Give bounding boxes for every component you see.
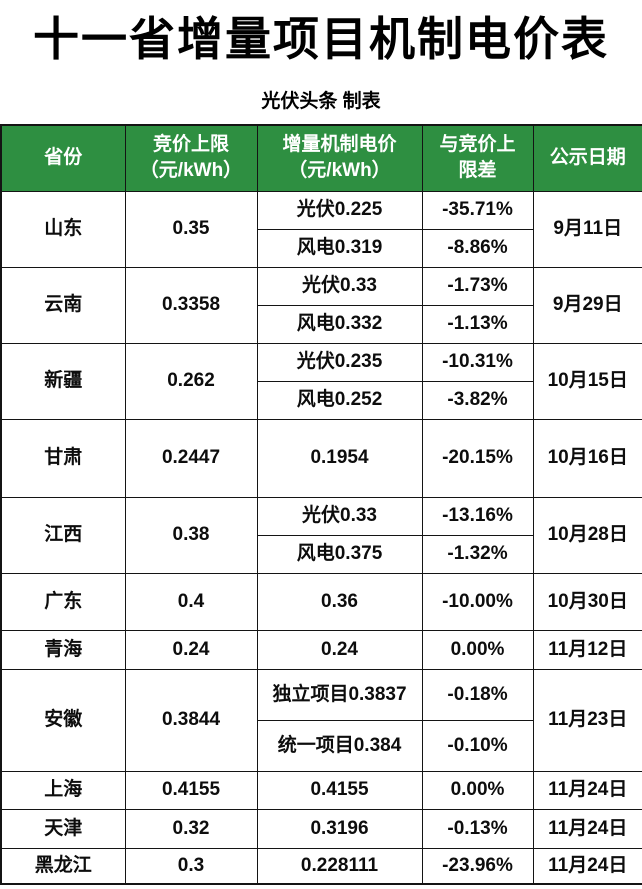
date-cell: 10月15日 [532, 342, 642, 420]
diff-cell: -3.82% [421, 380, 534, 420]
diff-cell: -20.15% [421, 418, 534, 498]
diff-cell: -0.10% [421, 719, 534, 772]
province-cell: 江西 [0, 496, 126, 574]
province-cell: 天津 [0, 808, 126, 849]
diff-cell: -1.73% [421, 266, 534, 306]
date-cell: 10月28日 [532, 496, 642, 574]
diff-cell: -13.16% [421, 496, 534, 536]
diff-cell: -0.18% [421, 668, 534, 721]
page-subtitle: 光伏头条 制表 [261, 90, 381, 112]
table-header-cell: 省份 [0, 124, 126, 192]
date-cell: 11月24日 [532, 808, 642, 849]
price-cell: 风电0.332 [256, 304, 423, 344]
cap-cell: 0.35 [124, 190, 258, 268]
table-row: 江西 0.38 光伏0.33 -13.16% 10月28日 [0, 496, 642, 574]
diff-cell: -8.86% [421, 228, 534, 268]
diff-cell: -10.00% [421, 572, 534, 631]
diff-cell: -35.71% [421, 190, 534, 230]
cap-cell: 0.3844 [124, 668, 258, 772]
diff-cell: -0.13% [421, 808, 534, 849]
diff-cell: -23.96% [421, 847, 534, 885]
table-body: 山东 0.35 光伏0.225 -35.71% 9月11日 风电0.319 -8.86% 云南… [0, 190, 642, 885]
cap-cell: 0.24 [124, 629, 258, 670]
cap-cell: 0.4155 [124, 770, 258, 810]
price-cell: 风电0.252 [256, 380, 423, 420]
province-cell: 安徽 [0, 668, 126, 772]
table-header-cell: 竞价上限 （元/kWh） [124, 124, 258, 192]
province-cell: 上海 [0, 770, 126, 810]
price-cell: 0.228111 [256, 847, 423, 885]
price-cell: 统一项目0.384 [256, 719, 423, 772]
date-cell: 9月11日 [532, 190, 642, 268]
province-cell: 黑龙江 [0, 847, 126, 885]
table-row: 安徽 0.3844 独立项目0.3837 -0.18% 11月23日 [0, 668, 642, 772]
diff-cell: -1.32% [421, 534, 534, 574]
province-cell: 甘肃 [0, 418, 126, 498]
table-row: 上海 0.4155 0.4155 0.00% 11月24日 [0, 770, 642, 810]
diff-cell: -1.13% [421, 304, 534, 344]
date-cell: 11月12日 [532, 629, 642, 670]
date-cell: 11月24日 [532, 847, 642, 885]
table-row: 甘肃 0.2447 0.1954 -20.15% 10月16日 [0, 418, 642, 498]
table-header-cell: 增量机制电价 （元/kWh） [256, 124, 423, 192]
price-cell: 0.3196 [256, 808, 423, 849]
cap-cell: 0.2447 [124, 418, 258, 498]
date-cell: 11月23日 [532, 668, 642, 772]
table-row: 广东 0.4 0.36 -10.00% 10月30日 [0, 572, 642, 631]
diff-cell: -10.31% [421, 342, 534, 382]
province-cell: 广东 [0, 572, 126, 631]
table-head: 省份 竞价上限 （元/kWh） 增量机制电价 （元/kWh） 与竞价上 限差 公示日期 [0, 124, 642, 192]
price-cell: 光伏0.225 [256, 190, 423, 230]
table-header-cell: 公示日期 [532, 124, 642, 192]
table-row: 新疆 0.262 光伏0.235 -10.31% 10月15日 [0, 342, 642, 420]
diff-cell: 0.00% [421, 770, 534, 810]
table-header-cell: 与竞价上 限差 [421, 124, 534, 192]
table-row: 风电0.375 -1.32% [1, 534, 642, 574]
table-row: 统一项目0.384 -0.10% [1, 719, 642, 772]
price-cell: 光伏0.33 [256, 266, 423, 306]
date-cell: 10月30日 [532, 572, 642, 631]
price-cell: 光伏0.33 [256, 496, 423, 536]
price-cell: 0.36 [256, 572, 423, 631]
province-cell: 新疆 [0, 342, 126, 420]
cap-cell: 0.38 [124, 496, 258, 574]
table-row: 山东 0.35 光伏0.225 -35.71% 9月11日 [0, 190, 642, 268]
price-cell: 0.1954 [256, 418, 423, 498]
table-row: 黑龙江 0.3 0.228111 -23.96% 11月24日 [0, 847, 642, 885]
province-cell: 青海 [0, 629, 126, 670]
table-row: 云南 0.3358 光伏0.33 -1.73% 9月29日 [0, 266, 642, 344]
cap-cell: 0.4 [124, 572, 258, 631]
cap-cell: 0.262 [124, 342, 258, 420]
date-cell: 9月29日 [532, 266, 642, 344]
page-title: 十一省增量项目机制电价表 [33, 13, 609, 65]
table-row: 风电0.319 -8.86% [1, 228, 642, 268]
cap-cell: 0.32 [124, 808, 258, 849]
diff-cell: 0.00% [421, 629, 534, 670]
table-header-row: 省份 竞价上限 （元/kWh） 增量机制电价 （元/kWh） 与竞价上 限差 公示日期 [0, 124, 642, 192]
table-row: 天津 0.32 0.3196 -0.13% 11月24日 [0, 808, 642, 849]
date-cell: 11月24日 [532, 770, 642, 810]
province-cell: 山东 [0, 190, 126, 268]
date-cell: 10月16日 [532, 418, 642, 498]
price-cell: 0.4155 [256, 770, 423, 810]
price-cell: 0.24 [256, 629, 423, 670]
table-row: 风电0.252 -3.82% [1, 380, 642, 420]
cap-cell: 0.3 [124, 847, 258, 885]
province-cell: 云南 [0, 266, 126, 344]
cap-cell: 0.3358 [124, 266, 258, 344]
price-cell: 风电0.375 [256, 534, 423, 574]
table-row: 青海 0.24 0.24 0.00% 11月12日 [0, 629, 642, 670]
price-cell: 风电0.319 [256, 228, 423, 268]
price-cell: 光伏0.235 [256, 342, 423, 382]
price-table: 省份 竞价上限 （元/kWh） 增量机制电价 （元/kWh） 与竞价上 限差 公示日期 山东 0… [0, 123, 642, 886]
price-cell: 独立项目0.3837 [256, 668, 423, 721]
